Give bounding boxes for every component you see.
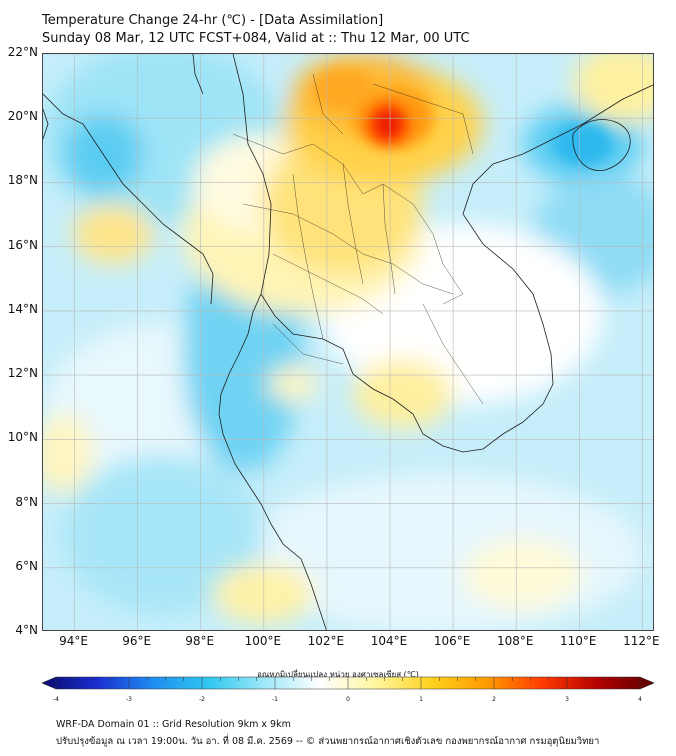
map-title: Temperature Change 24-hr (℃) - [Data Ass… bbox=[42, 13, 384, 28]
map-subtitle: Sunday 08 Mar, 12 UTC FCST+084, Valid at… bbox=[42, 31, 470, 46]
lat-label-10n: 10°N bbox=[7, 430, 38, 445]
lat-label-18n: 18°N bbox=[7, 173, 38, 188]
colorbar-tick-neg4: -4 bbox=[53, 696, 59, 703]
lat-label-4n: 4°N bbox=[15, 623, 38, 637]
colorbar-label: อุณหภูมิเปลี่ยนแปลง หน่วย องศาเซลเซียส (… bbox=[257, 670, 419, 679]
temperature-change-map bbox=[42, 53, 654, 631]
colorbar-tick-neg1: -1 bbox=[272, 696, 278, 703]
footer-model-info: WRF-DA Domain 01 :: Grid Resolution 9km … bbox=[56, 719, 291, 730]
colorbar-tick-neg3: -3 bbox=[126, 696, 132, 703]
lon-label-112e: 112°E bbox=[623, 634, 660, 648]
lon-label-106e: 106°E bbox=[433, 634, 471, 648]
colorbar-tick-1: 1 bbox=[419, 696, 423, 703]
lon-label-100e: 100°E bbox=[244, 634, 282, 648]
graticule bbox=[43, 54, 653, 630]
colorbar-ticks bbox=[55, 677, 641, 689]
coastline bbox=[43, 54, 653, 630]
map-canvas bbox=[43, 54, 653, 630]
lon-label-102e: 102°E bbox=[307, 634, 345, 648]
lat-label-14n: 14°N bbox=[7, 301, 38, 316]
lon-label-94e: 94°E bbox=[59, 634, 88, 648]
colorbar-tick-0: 0 bbox=[346, 696, 350, 703]
lon-label-110e: 110°E bbox=[560, 634, 597, 648]
footer-update-info: ปรับปรุงข้อมูล ณ เวลา 19:00น. วัน อา. ที… bbox=[56, 736, 600, 747]
colorbar-svg bbox=[41, 676, 655, 690]
colorbar-tick-4: 4 bbox=[638, 696, 642, 703]
lon-label-96e: 96°E bbox=[122, 634, 152, 648]
lon-label-104e: 104°E bbox=[370, 634, 408, 648]
colorbar-tick-2: 2 bbox=[492, 696, 496, 703]
lat-label-20n: 20°N bbox=[7, 109, 38, 124]
temperature-field bbox=[43, 54, 653, 630]
hotspot-field bbox=[313, 69, 613, 166]
lat-label-22n: 22°N bbox=[7, 45, 38, 59]
colorbar-tick-3: 3 bbox=[565, 696, 569, 703]
lat-label-12n: 12°N bbox=[7, 366, 38, 381]
colorbar-tick-neg2: -2 bbox=[199, 696, 205, 703]
lat-label-6n: 6°N bbox=[15, 558, 38, 573]
lat-label-16n: 16°N bbox=[7, 237, 38, 252]
lon-label-98e: 98°E bbox=[185, 634, 215, 648]
lon-label-108e: 108°E bbox=[496, 634, 534, 648]
lat-label-8n: 8°N bbox=[15, 494, 38, 509]
admin-boundaries bbox=[232, 73, 484, 405]
